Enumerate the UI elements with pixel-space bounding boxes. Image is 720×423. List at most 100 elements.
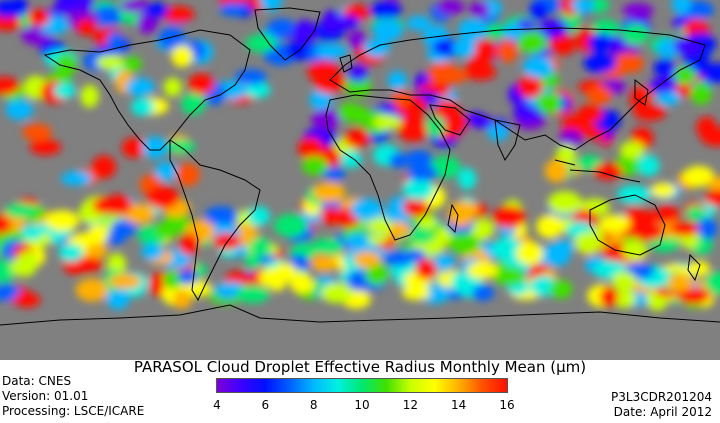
data-cell [611, 271, 637, 291]
data-cell [273, 214, 307, 238]
data-cell [370, 0, 402, 20]
data-cell [593, 162, 623, 180]
data-cell [106, 286, 130, 310]
data-cell [179, 233, 200, 256]
coastline-9 [447, 203, 459, 234]
data-cell [144, 2, 169, 19]
data-cell [570, 0, 595, 13]
data-cells [0, 0, 720, 311]
data-cell [408, 227, 434, 244]
data-cell [347, 64, 369, 82]
data-cell [75, 18, 97, 36]
data-cell [473, 114, 493, 130]
data-cell [154, 221, 179, 240]
data-cell [452, 38, 476, 58]
data-cell [247, 206, 271, 226]
data-cell [110, 219, 138, 237]
data-cell [403, 198, 430, 217]
data-cell [536, 92, 563, 114]
data-cell [122, 56, 142, 72]
data-cell [292, 19, 317, 44]
data-cell [320, 207, 342, 226]
data-cell [547, 191, 582, 215]
data-cell [704, 271, 720, 295]
data-cell [336, 15, 360, 30]
data-cell [0, 215, 11, 235]
data-cell [346, 233, 370, 249]
data-cell [469, 1, 490, 18]
data-cell [496, 39, 518, 63]
coastlines [0, 7, 720, 326]
data-cell [387, 70, 407, 90]
data-cell [267, 18, 297, 37]
data-cell [289, 274, 315, 294]
data-cell [559, 129, 582, 149]
data-cell [176, 163, 200, 187]
data-cell [406, 15, 431, 31]
data-cell [588, 33, 613, 54]
data-cell [444, 68, 468, 84]
data-cell [367, 217, 393, 235]
data-cell [458, 18, 488, 42]
colorbar-tick-8: 8 [309, 398, 318, 412]
data-cell [311, 238, 343, 256]
data-cell [245, 34, 277, 53]
data-cell [173, 290, 192, 309]
data-cell [171, 45, 193, 68]
info-version: Version: 01.01 [2, 389, 89, 403]
data-cell [302, 156, 328, 176]
data-cell [656, 90, 681, 106]
data-cell [389, 152, 409, 169]
data-cell [119, 0, 149, 13]
data-cell [324, 166, 346, 182]
data-cell [470, 39, 498, 62]
data-cell [29, 139, 62, 156]
data-cell [146, 185, 180, 209]
data-cell [430, 155, 461, 179]
data-cell [5, 99, 34, 121]
info-product-id: P3L3CDR201204 [611, 390, 712, 404]
data-cell [74, 0, 95, 10]
data-cell [629, 86, 649, 111]
data-cell [622, 23, 650, 45]
data-cell [673, 36, 703, 56]
data-cell [353, 251, 381, 268]
data-cell [344, 128, 370, 148]
data-cell [161, 6, 195, 24]
data-cell [162, 270, 183, 289]
data-cell [650, 182, 676, 198]
data-cell [517, 74, 543, 99]
data-cell [471, 285, 495, 301]
data-cell [311, 256, 339, 272]
data-cell [586, 85, 612, 105]
data-cell [617, 185, 651, 204]
data-cell [188, 73, 215, 95]
data-cell [13, 292, 41, 308]
data-cell [363, 39, 390, 58]
data-cell [648, 77, 676, 94]
coastline-2 [169, 139, 261, 302]
data-cell [649, 237, 680, 252]
data-cell [58, 244, 84, 262]
data-cell [492, 205, 526, 229]
data-cell [75, 278, 109, 302]
data-cell [466, 57, 492, 74]
data-cell [96, 55, 125, 70]
data-cell [426, 115, 446, 138]
data-cell [451, 271, 472, 294]
info-processing: Processing: LSCE/ICARE [2, 404, 145, 418]
coastline-0 [43, 29, 251, 151]
data-cell [415, 258, 439, 280]
data-cell [700, 127, 720, 147]
data-cell [219, 2, 246, 17]
data-cell [55, 53, 77, 76]
data-cell [406, 164, 438, 181]
data-cell [637, 154, 660, 177]
coastline-12 [634, 78, 649, 106]
data-cell [350, 198, 384, 221]
data-cell [313, 70, 345, 94]
data-cell [364, 262, 389, 286]
data-cell [91, 155, 117, 179]
data-cell [522, 56, 555, 79]
data-cell [108, 274, 142, 289]
